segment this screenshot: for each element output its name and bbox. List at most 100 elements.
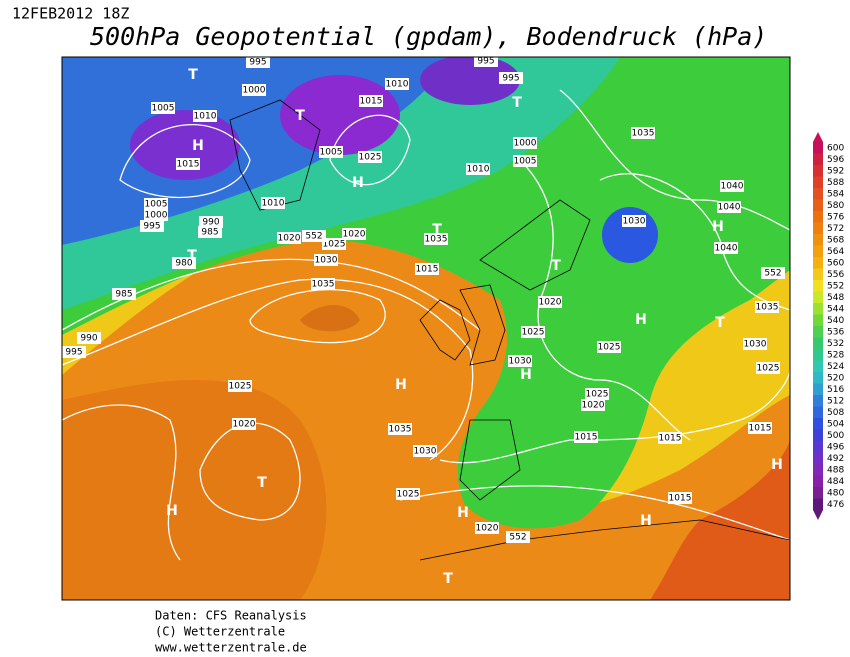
isobar-label: 1030 xyxy=(744,340,767,350)
colorbar-band xyxy=(813,475,823,488)
pressure-center: T xyxy=(295,108,305,124)
colorbar-label: 536 xyxy=(827,327,844,337)
label-box xyxy=(246,57,270,68)
colorbar-label: 548 xyxy=(827,293,844,303)
map-area: T9951000T10051010H101510101015995995T100… xyxy=(62,57,790,600)
label-box xyxy=(538,296,562,308)
colorbar-band xyxy=(813,464,823,476)
label-box xyxy=(475,522,499,534)
pressure-center: H xyxy=(712,219,724,235)
colorbar-label: 568 xyxy=(827,235,844,245)
colorbar-band xyxy=(813,326,823,338)
isobar-label: 1020 xyxy=(539,298,562,308)
label-box xyxy=(232,418,256,430)
isobar-label: 1030 xyxy=(315,256,338,266)
pressure-center: H xyxy=(520,367,532,383)
pressure-center: T xyxy=(257,475,267,491)
isobar-label: 1000 xyxy=(514,139,537,149)
isobar-label: 1025 xyxy=(586,390,609,400)
colorbar-label: 532 xyxy=(827,339,844,349)
label-box xyxy=(574,431,598,443)
pressure-center: T xyxy=(443,571,453,587)
isobar-label: 1040 xyxy=(721,182,744,192)
label-box xyxy=(112,288,136,300)
colorbar-label: 560 xyxy=(827,258,844,268)
label-box xyxy=(242,84,266,96)
colorbar-label: 524 xyxy=(827,362,844,372)
isobar-label: 990 xyxy=(80,334,97,344)
isobar-label: 1010 xyxy=(467,165,490,175)
pressure-center: T xyxy=(188,67,198,83)
colorbar-cap xyxy=(813,132,823,142)
colorbar-band xyxy=(813,383,823,396)
pressure-center: T xyxy=(715,315,725,331)
isobar-label: 1005 xyxy=(320,148,343,158)
isobar-label: 1010 xyxy=(194,112,217,122)
isobar-label: 1015 xyxy=(659,434,682,444)
colorbar-band xyxy=(813,406,823,419)
isobar-label: 1020 xyxy=(278,234,301,244)
isobar-label: 995 xyxy=(65,348,82,358)
colorbar-label: 516 xyxy=(827,385,844,395)
colorbar-label: 484 xyxy=(827,477,844,487)
isobar-label: 1010 xyxy=(386,80,409,90)
isobar-label: 995 xyxy=(502,74,519,84)
isobar-label: 1020 xyxy=(476,524,499,534)
colorbar-band xyxy=(813,222,823,235)
label-box xyxy=(415,263,439,275)
colorbar-label: 580 xyxy=(827,201,844,211)
colorbar-band xyxy=(813,452,823,465)
colorbar-band xyxy=(813,487,823,499)
colorbar-label: 500 xyxy=(827,431,844,441)
label-box xyxy=(358,151,382,163)
isobar-label: 1005 xyxy=(152,104,175,114)
colorbar-band xyxy=(813,441,823,453)
colorbar-label: 492 xyxy=(827,454,844,464)
isobar-label: 1020 xyxy=(343,230,366,240)
colorbar-band xyxy=(813,337,823,350)
label-box xyxy=(631,127,655,139)
label-box xyxy=(622,215,646,227)
map-title: 500hPa Geopotential (gpdam), Bodendruck … xyxy=(90,22,767,51)
isobar-label: 980 xyxy=(175,259,192,269)
label-box xyxy=(144,198,168,210)
low-core xyxy=(420,57,520,105)
isobar-label: 1035 xyxy=(389,425,412,435)
colorbar-band xyxy=(813,303,823,315)
label-box xyxy=(172,257,196,269)
label-box xyxy=(359,95,383,107)
isobar-label: 1025 xyxy=(359,153,382,163)
colorbar-band xyxy=(813,280,823,292)
colorbar-label: 508 xyxy=(827,408,844,418)
colorbar-label: 480 xyxy=(827,488,844,498)
label-box xyxy=(755,301,779,313)
colorbar-band xyxy=(813,498,823,511)
label-box xyxy=(720,180,744,192)
date-label: 12FEB2012 18Z xyxy=(12,5,129,23)
map-labels: T9951000T10051010H101510101015995995T100… xyxy=(62,57,785,587)
footer-line: www.wetterzentrale.de xyxy=(155,641,307,655)
label-box xyxy=(717,201,741,213)
label-box xyxy=(761,267,785,279)
coastlines xyxy=(229,99,790,561)
label-box xyxy=(658,432,682,444)
label-box xyxy=(585,388,609,400)
isobar-label: 995 xyxy=(477,57,494,67)
label-box xyxy=(508,355,532,367)
pressure-center: T xyxy=(551,258,561,274)
label-box xyxy=(228,380,252,392)
isobar-label: 1040 xyxy=(718,203,741,213)
colorbar-label: 540 xyxy=(827,316,844,326)
label-box xyxy=(198,226,222,238)
colorbar-band xyxy=(813,153,823,166)
label-box xyxy=(302,230,326,242)
label-box xyxy=(77,332,101,344)
label-box xyxy=(513,137,537,149)
colorbar-label: 588 xyxy=(827,178,844,188)
label-box xyxy=(311,278,335,290)
orange-region xyxy=(62,380,327,600)
colorbar-label: 592 xyxy=(827,166,844,176)
colorbar-label: 520 xyxy=(827,373,844,383)
pressure-center: H xyxy=(395,377,407,393)
